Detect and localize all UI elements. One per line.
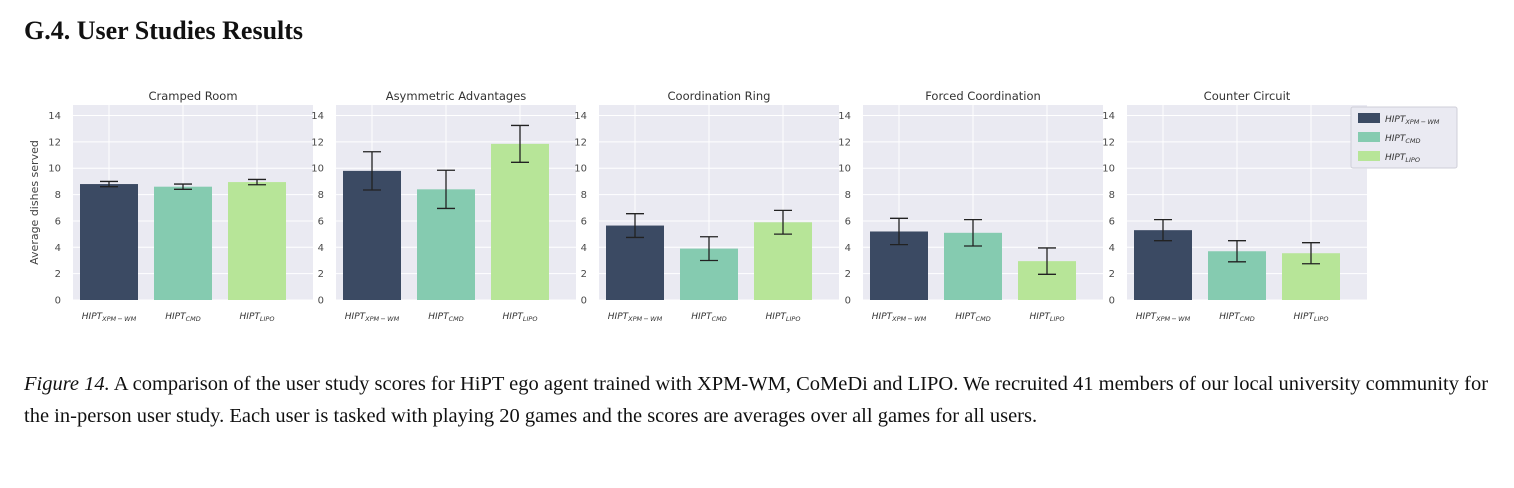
legend-swatch: [1358, 132, 1380, 142]
y-tick-label: 0: [845, 296, 851, 307]
figure-caption: Figure 14. A comparison of the user stud…: [24, 368, 1494, 432]
legend-label: HIPTXPM − WM: [1385, 115, 1440, 126]
y-tick-label: 6: [1109, 216, 1115, 227]
bar-2: [154, 186, 212, 300]
y-tick-label: 6: [845, 216, 851, 227]
bar-3: [491, 143, 549, 300]
caption-text: A comparison of the user study scores fo…: [24, 373, 1489, 427]
chart-panel-2: 0 2 4 6 8 10 12 14 HIPTXPM − WM HIPTCMD HIPTLIPO As…: [311, 89, 576, 323]
y-tick-label: 2: [1109, 269, 1115, 280]
y-tick-label: 10: [48, 164, 61, 175]
x-tick-label: HIPTLIPO: [1294, 312, 1329, 323]
y-tick-label: 2: [845, 269, 851, 280]
caption-label: Figure 14.: [24, 373, 110, 395]
chart-panel-4: 0 2 4 6 8 10 12 14 HIPTXPM − WM HIPTCMD HIPTLIPO Fo…: [838, 89, 1103, 323]
legend: HIPTXPM − WM HIPTCMD HIPTLIPO: [1350, 106, 1458, 169]
x-tick-label: HIPTXPM − WM: [1136, 312, 1191, 323]
chart-panel-3: 0 2 4 6 8 10 12 14 HIPTXPM − WM HIPTCMD HIPTLIPO Co…: [574, 89, 839, 323]
y-tick-label: 0: [581, 296, 587, 307]
x-tick-label: HIPTCMD: [1219, 312, 1255, 323]
y-tick-label: 12: [574, 137, 587, 148]
y-tick-label: 4: [55, 243, 61, 254]
y-tick-label: 12: [311, 137, 324, 148]
legend-swatch: [1358, 151, 1380, 161]
bar-3: [754, 222, 812, 300]
y-tick-label: 8: [1109, 190, 1115, 201]
y-tick-label: 10: [838, 164, 851, 175]
y-tick-label: 8: [55, 190, 61, 201]
y-tick-label: 4: [845, 243, 851, 254]
y-tick-label: 12: [1102, 137, 1115, 148]
y-tick-label: 12: [48, 137, 61, 148]
user-study-figure: 0 2 4 6 8 10 12 14 HIPTXPM − WM HIPTCMD HIPTLIPO Cr…: [28, 89, 1458, 323]
y-tick-label: 0: [55, 296, 61, 307]
legend-swatch: [1358, 113, 1380, 123]
panel-title: Coordination Ring: [668, 89, 771, 103]
y-tick-label: 6: [55, 216, 61, 227]
x-tick-label: HIPTCMD: [955, 312, 991, 323]
x-tick-label: HIPTXPM − WM: [345, 312, 400, 323]
panel-title: Counter Circuit: [1204, 89, 1291, 103]
y-tick-label: 10: [574, 164, 587, 175]
y-tick-label: 8: [845, 190, 851, 201]
y-tick-label: 10: [311, 164, 324, 175]
y-tick-label: 2: [581, 269, 587, 280]
y-tick-label: 6: [581, 216, 587, 227]
x-tick-label: HIPTLIPO: [503, 312, 538, 323]
y-tick-label: 14: [838, 111, 851, 122]
y-tick-label: 2: [318, 269, 324, 280]
y-tick-label: 4: [581, 243, 587, 254]
y-tick-label: 14: [48, 111, 61, 122]
legend-label: HIPTLIPO: [1385, 153, 1420, 164]
legend-label: HIPTCMD: [1385, 134, 1421, 145]
chart-panel-5: 0 2 4 6 8 10 12 14 HIPTXPM − WM HIPTCMD HIPTLIPO Co…: [1102, 89, 1367, 323]
y-tick-label: 6: [318, 216, 324, 227]
bar-1: [343, 170, 401, 300]
y-tick-label: 8: [581, 190, 587, 201]
x-tick-label: HIPTLIPO: [1030, 312, 1065, 323]
y-axis-label: Average dishes served: [28, 140, 41, 265]
section-heading: G.4. User Studies Results: [24, 16, 304, 45]
y-tick-label: 4: [318, 243, 324, 254]
y-tick-label: 4: [1109, 243, 1115, 254]
x-tick-label: HIPTLIPO: [240, 312, 275, 323]
y-tick-label: 12: [838, 137, 851, 148]
panel-title: Cramped Room: [148, 89, 237, 103]
y-tick-label: 2: [55, 269, 61, 280]
x-tick-label: HIPTCMD: [428, 312, 464, 323]
panel-title: Asymmetric Advantages: [386, 89, 527, 103]
y-tick-label: 14: [311, 111, 324, 122]
y-tick-label: 10: [1102, 164, 1115, 175]
y-tick-label: 0: [318, 296, 324, 307]
x-tick-label: HIPTCMD: [165, 312, 201, 323]
bar-1: [1134, 230, 1192, 300]
panel-title: Forced Coordination: [925, 89, 1041, 103]
y-tick-label: 14: [574, 111, 587, 122]
x-tick-label: HIPTXPM − WM: [872, 312, 927, 323]
x-tick-label: HIPTXPM − WM: [608, 312, 663, 323]
y-tick-label: 14: [1102, 111, 1115, 122]
x-tick-label: HIPTCMD: [691, 312, 727, 323]
y-tick-label: 8: [318, 190, 324, 201]
x-tick-label: HIPTLIPO: [766, 312, 801, 323]
y-tick-label: 0: [1109, 296, 1115, 307]
bar-3: [228, 182, 286, 300]
bar-1: [80, 184, 138, 300]
x-tick-label: HIPTXPM − WM: [82, 312, 137, 323]
chart-panel-1: 0 2 4 6 8 10 12 14 HIPTXPM − WM HIPTCMD HIPTLIPO Cr…: [28, 89, 313, 323]
